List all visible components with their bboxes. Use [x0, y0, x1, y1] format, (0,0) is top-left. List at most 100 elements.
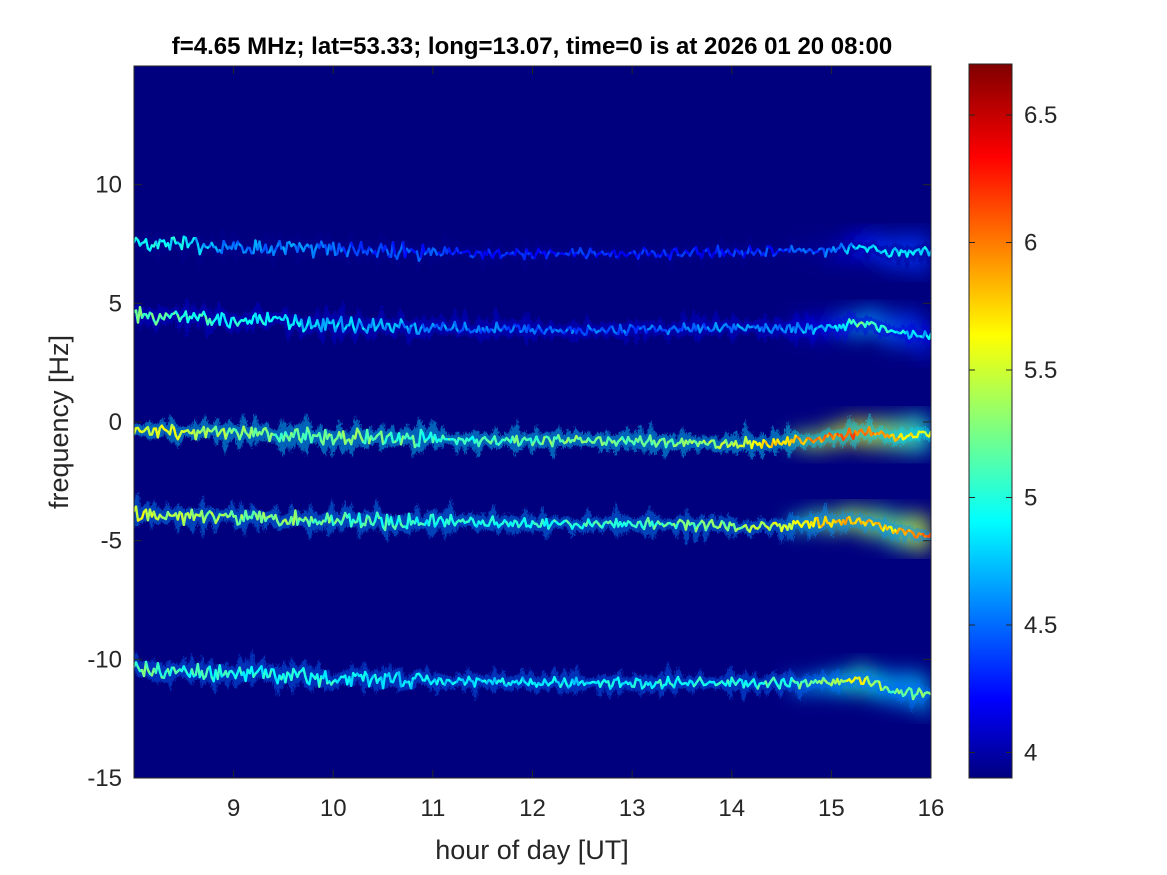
- trace-segment: [551, 436, 556, 448]
- spectrogram-traces: [134, 226, 931, 718]
- trace-segment: [389, 516, 395, 528]
- colorbar-frame: [968, 63, 1013, 779]
- trace-segment: [168, 666, 174, 677]
- trace-segment: [294, 314, 299, 324]
- colorbar-axis: 4 4.5 5 5.5 6 6.5: [969, 102, 1057, 767]
- trace-segment: [816, 516, 821, 529]
- colorbar-tick-label: 6.5: [1024, 102, 1057, 129]
- trace-segment: [824, 248, 829, 258]
- trace-segment: [272, 668, 277, 680]
- trace-segment: [324, 670, 329, 685]
- trace-segment: [264, 243, 269, 254]
- trace-segment: [387, 672, 393, 683]
- trace-segment: [379, 318, 385, 330]
- trace-segment: [375, 247, 381, 258]
- trace-segment: [284, 671, 289, 684]
- x-tick-label: 15: [818, 795, 845, 822]
- trace-segment: [194, 429, 200, 441]
- trace-segment: [431, 513, 437, 528]
- colorbar-tick-label: 4: [1024, 740, 1037, 767]
- y-tick-label: -10: [87, 646, 122, 673]
- trace-segment: [391, 241, 397, 257]
- y-tick-label: 5: [109, 290, 122, 317]
- x-tick-label: 9: [227, 795, 240, 822]
- trace-segment: [144, 238, 150, 250]
- trace-segment: [208, 665, 213, 679]
- trace-segment: [244, 668, 249, 683]
- trace-segment: [413, 322, 419, 335]
- trace-segment: [421, 243, 427, 256]
- spectral-trace: [134, 491, 931, 555]
- y-tick-label: 0: [109, 409, 122, 436]
- spectral-trace: [134, 410, 931, 464]
- trace-segment: [218, 664, 223, 678]
- trace-segment: [318, 432, 323, 443]
- trace-segment: [453, 320, 458, 331]
- trace-segment: [144, 660, 150, 671]
- spectral-trace: [134, 296, 931, 362]
- trace-segment: [330, 514, 335, 526]
- trace-segment: [134, 505, 140, 522]
- trace-segment: [764, 245, 769, 258]
- trace-segment: [182, 513, 188, 526]
- trace-segment: [290, 667, 295, 681]
- trace-segment: [638, 679, 644, 690]
- trace-segment: [409, 677, 415, 690]
- chart-title: f=4.65 MHz; lat=53.33; long=13.07, time=…: [172, 33, 892, 60]
- trace-segment: [350, 316, 355, 328]
- x-tick-label: 14: [718, 795, 745, 822]
- trace-segment: [371, 317, 377, 332]
- trace-segment: [778, 679, 783, 690]
- x-axis: 9 10 11 12 13 14 15 16: [227, 66, 944, 822]
- trace-segment: [156, 426, 162, 439]
- trace-segment: [417, 428, 423, 448]
- y-axis-label: frequency [Hz]: [44, 335, 74, 509]
- trace-segment: [427, 514, 433, 527]
- x-tick-label: 12: [519, 795, 546, 822]
- trace-segment: [342, 430, 347, 445]
- trace-segment: [310, 434, 315, 444]
- y-tick-label: -15: [87, 765, 122, 792]
- trace-segment: [358, 512, 363, 529]
- trace-segment: [278, 239, 283, 250]
- trace-segment: [156, 662, 162, 674]
- trace-segment: [346, 247, 351, 258]
- trace-segment: [700, 249, 706, 259]
- trace-segment: [268, 668, 273, 678]
- colorbar-tick-label: 6: [1024, 230, 1037, 257]
- trace-segment: [399, 435, 405, 446]
- spectral-trace: [134, 226, 931, 278]
- colorbar-tick-label: 5: [1024, 485, 1037, 512]
- trace-segment: [668, 250, 674, 261]
- spectral-trace: [134, 649, 931, 718]
- x-tick-label: 13: [619, 795, 646, 822]
- trace-segment: [473, 677, 478, 688]
- trace-segment: [284, 241, 289, 256]
- trace-segment: [397, 515, 403, 526]
- y-axis: -15 -10 -5 0 5 10: [87, 172, 931, 792]
- x-axis-label: hour of day [UT]: [435, 835, 629, 865]
- trace-segment: [391, 322, 397, 334]
- trace-segment: [332, 241, 337, 257]
- trace-segment: [264, 668, 269, 679]
- trace-segment: [312, 248, 317, 259]
- trace-segment: [168, 236, 174, 251]
- trace-segment: [812, 517, 817, 528]
- trace-segment: [491, 515, 496, 526]
- trace-segment: [296, 428, 301, 441]
- y-tick-label: -5: [101, 528, 122, 555]
- trace-segment: [878, 680, 883, 691]
- trace-segment: [204, 667, 209, 678]
- trace-segment: [363, 514, 369, 527]
- trace-segment: [146, 426, 152, 436]
- trace-segment: [308, 316, 313, 330]
- trace-segment: [411, 434, 417, 449]
- trace-segment: [381, 673, 387, 690]
- trace-segment: [350, 672, 355, 687]
- trace-segment: [302, 667, 307, 678]
- trace-segment: [318, 675, 323, 688]
- x-tick-label: 10: [320, 795, 347, 822]
- trace-segment: [156, 238, 162, 250]
- x-tick-label: 11: [420, 795, 445, 822]
